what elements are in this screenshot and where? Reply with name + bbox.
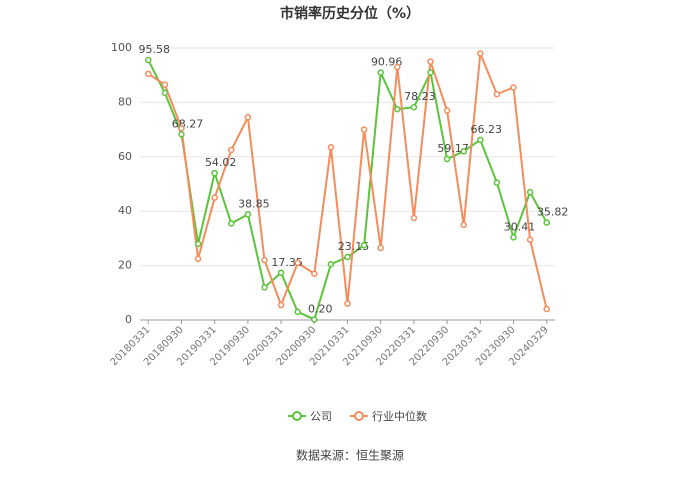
data-point [493,179,501,186]
legend-label[interactable]: 行业中位数 [372,409,427,423]
data-point [228,220,235,227]
data-point [161,81,169,88]
y-tick-label: 20 [118,259,132,272]
y-tick-label: 60 [118,150,132,163]
data-point [360,241,368,249]
y-tick-label: 0 [125,313,132,326]
data-point [327,260,335,268]
data-point [460,221,467,229]
data-point [460,148,467,155]
data-point [228,146,235,154]
data-label: 95.58 [139,43,171,56]
data-point [244,114,252,121]
data-point [477,50,484,57]
data-point [427,58,434,65]
legend-icon [292,411,302,421]
data-point [344,253,351,261]
legend-icon [354,411,364,421]
data-point [294,259,301,267]
data-label: 35.82 [537,206,569,219]
data-point [510,84,517,91]
data-point [344,300,351,307]
y-tick-label: 100 [111,41,132,54]
data-point [311,270,318,278]
data-point [161,89,169,97]
data-point [377,244,384,252]
data-point [194,255,202,263]
data-point [443,155,451,163]
data-point [145,70,152,78]
data-point [294,308,301,316]
data-point [311,316,318,323]
data-point [377,69,384,76]
legend-label[interactable]: 公司 [310,410,332,423]
data-point [477,136,484,144]
data-point [543,219,550,226]
data-point [178,124,185,132]
data-point [178,131,185,138]
data-label: 54.02 [205,156,237,169]
data-point [360,126,368,133]
data-point [194,240,202,248]
data-point [394,105,401,113]
data-point [211,194,218,201]
data-label: 17.35 [271,256,303,269]
source: 数据来源：恒生聚源 [296,448,404,463]
data-label: 23.15 [338,240,370,253]
data-point [277,301,285,309]
data-label: 0.20 [308,302,333,315]
data-point [526,236,534,244]
data-point [543,305,550,313]
data-point [261,284,268,291]
data-label: 68.27 [172,117,204,130]
data-point [277,269,285,277]
data-point [443,107,451,114]
data-point [261,256,268,264]
data-point [410,103,418,111]
data-point [211,169,218,177]
data-point [410,214,418,222]
y-tick-label: 40 [118,204,132,217]
data-label: 66.23 [471,123,503,136]
data-point [493,90,501,98]
data-point [145,56,152,64]
data-point [244,211,252,218]
data-point [327,144,335,151]
chart-title: 市销率历史分位（%） [280,5,420,22]
data-label: 30.41 [504,220,536,233]
data-point [526,188,534,196]
data-point [394,63,401,71]
data-point [427,69,434,76]
data-point [510,234,517,241]
data-label: 38.85 [238,197,270,210]
data-label: 78.23 [404,90,436,103]
y-tick-label: 80 [118,95,132,108]
